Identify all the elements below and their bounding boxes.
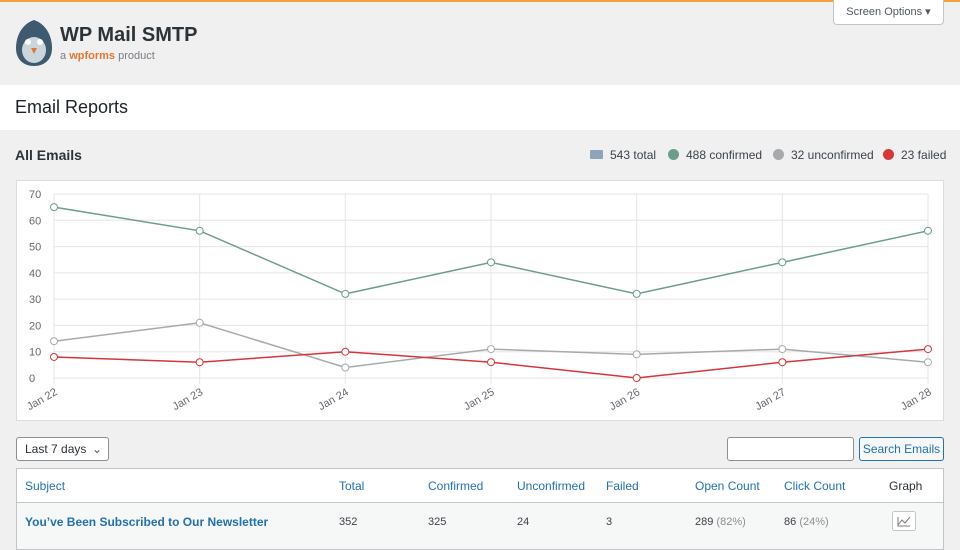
data-point [924,226,932,235]
click-count: 86 [784,516,797,528]
x-tick-label: Jan 23 [171,386,206,413]
y-tick-label: 40 [29,268,41,280]
data-point [924,358,932,367]
data-point [195,358,204,367]
stat-label: 23 failed [901,148,947,162]
unconfirmed-cell: 24 [517,516,530,528]
click-percent: (24%) [799,516,829,528]
x-tick-label: Jan 28 [899,386,934,413]
envelope-icon [590,150,603,159]
stat-label: 543 total [610,148,657,162]
screen-options-label: Screen Options [846,6,923,18]
data-point [50,352,58,361]
search-button[interactable]: Search Emails [859,437,944,461]
tagline: a wpforms product [60,50,155,62]
x-tick-label: Jan 27 [753,386,788,413]
open-percent: (82%) [716,516,746,528]
data-point [778,345,787,354]
column-header[interactable]: Failed [606,479,639,493]
total-cell: 352 [339,516,358,528]
x-tick-label: Jan 22 [25,386,60,413]
open-cell: 289 (82%) [695,516,746,528]
y-tick-label: 10 [29,347,41,359]
data-point [778,358,787,367]
period-select[interactable]: Last 7 days ⌄ [16,437,109,461]
data-point [195,318,204,327]
data-point [341,363,350,372]
screen-options-button[interactable]: Screen Options ▾ [833,0,944,25]
status-dot [773,149,784,160]
tagline-brand: wpforms [69,50,116,62]
search-input[interactable] [727,437,854,461]
brand: WP Mail SMTP [60,24,198,46]
data-point [632,289,641,298]
data-point [195,226,204,235]
section-title: All Emails [15,147,82,163]
data-point [50,337,58,346]
y-tick-label: 70 [29,189,41,201]
column-header[interactable]: Subject [25,479,66,493]
chart: 0 10 20 30 40 50 60 70 Jan 22 Jan 23 Jan 24 Jan 25 J… [16,180,944,421]
y-tick-label: 50 [29,242,41,254]
page-title: Email Reports [15,97,129,117]
column-header: Graph [889,479,923,493]
y-tick-label: 0 [29,373,35,385]
subject-link[interactable]: You’ve Been Subscribed to Our Newsletter [25,515,269,529]
y-tick-label: 30 [29,294,41,306]
data-point [778,258,787,267]
column-header[interactable]: Confirmed [428,479,484,493]
column-header[interactable]: Open Count [695,479,760,493]
status-dot [883,149,894,160]
x-tick-label: Jan 25 [462,386,497,413]
x-tick-label: Jan 26 [608,386,643,413]
title-bar [0,85,960,130]
column-header[interactable]: Unconfirmed [517,479,586,493]
graph-button[interactable] [892,511,916,531]
open-count: 289 [695,516,714,528]
data-point [487,345,495,354]
click-cell: 86 (24%) [784,516,829,528]
failed-cell: 3 [606,516,613,528]
period-label: Last 7 days [25,442,87,456]
x-tick-label: Jan 24 [316,386,351,413]
top-border [0,0,960,2]
data-point [487,258,495,267]
data-point [632,374,641,382]
data-point [50,203,58,212]
logo [16,20,52,66]
column-header[interactable]: Click Count [784,479,846,493]
y-tick-label: 60 [29,215,41,227]
data-point [632,350,641,359]
table-header [17,469,943,503]
data-point [341,347,350,356]
data-point [341,289,350,298]
tagline-suffix: product [118,50,155,62]
tagline-prefix: a [60,50,67,62]
column-header[interactable]: Total [339,479,365,493]
data-point [924,345,932,354]
data-point [487,358,495,367]
status-dot [668,149,679,160]
y-tick-label: 20 [29,320,41,332]
stat-label: 32 unconfirmed [791,148,874,162]
stat-label: 488 confirmed [686,148,763,162]
confirmed-cell: 325 [428,516,447,528]
